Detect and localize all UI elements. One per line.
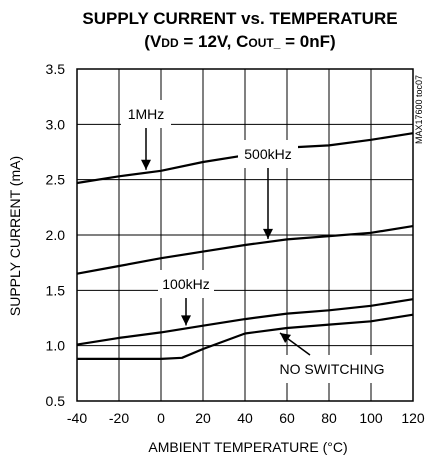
plot-frame [76,68,414,402]
x-tick-label: -20 [109,410,129,426]
x-tick-label: 80 [321,410,337,426]
x-tick-label: -40 [67,410,87,426]
annotation-label: NO SWITCHING [280,361,385,377]
annotation-label: 1MHz [128,106,165,122]
subtitle-close: = 0nF) [280,32,335,51]
x-tick-label: 40 [237,410,253,426]
tick-labels: -40 -20 0 20 40 60 80 100 120 0.5 1.0 1.5 2.0 2.5 3.0 3… [46,61,425,426]
chart-title: SUPPLY CURRENT vs. TEMPERATURE [82,9,397,28]
annotation-bg [272,355,392,383]
annotation-arrow-head [181,315,191,326]
x-axis-label: AMBIENT TEMPERATURE (°C) [148,439,347,455]
y-tick-label: 0.5 [46,393,66,409]
chart-subtitle: (VDD = 12V, COUT_ = 0nF) [144,32,335,51]
y-tick-label: 1.0 [46,338,66,354]
series-line-no-switching [77,313,414,360]
subtitle-mid: = 12V, C [179,32,249,51]
series-line-100khz [76,298,414,346]
subtitle-cout-subscript: OUT_ [248,36,280,50]
annotation-arrow-head [141,159,151,170]
x-tick-label: 0 [157,410,165,426]
y-tick-label: 3.5 [46,61,66,77]
x-tick-label: 100 [359,410,383,426]
annotation-arrow-head [263,228,273,239]
y-tick-label: 1.5 [46,282,66,298]
annotation-label: 100kHz [162,276,209,292]
annotation-bg [238,140,298,168]
y-axis-label: SUPPLY CURRENT (mA) [7,156,23,316]
annotation-bg [121,100,171,128]
side-label: MAX17600 toc07 [414,75,424,144]
annotation-bg [158,270,214,298]
annotation-label: 500kHz [244,146,291,162]
annotation-arrow-head [280,333,292,343]
series-line-500khz [76,225,414,275]
subtitle-vdd-subscript: DD [161,36,179,50]
x-tick-label: 60 [279,410,295,426]
y-tick-label: 2.0 [46,227,66,243]
y-tick-label: 2.5 [46,172,66,188]
subtitle-open: (V [144,32,162,51]
annotations: 1MHz 500kHz 100kHz NO SWITCHING [121,100,392,383]
x-tick-label: 120 [401,410,425,426]
x-tick-label: 20 [195,410,211,426]
y-tick-label: 3.0 [46,116,66,132]
